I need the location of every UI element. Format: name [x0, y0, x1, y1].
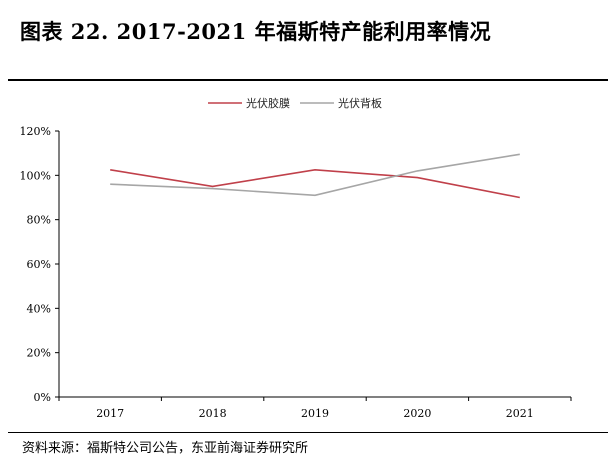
top-rule [8, 79, 608, 81]
y-tick-label: 120% [20, 125, 51, 138]
bottom-rule [8, 432, 608, 433]
series-line-2 [110, 153, 520, 197]
legend-label-2: 光伏背板 [338, 96, 382, 110]
x-tick-label: 2019 [301, 407, 329, 420]
y-tick-label: 80% [27, 214, 51, 227]
x-tick-label: 2017 [96, 407, 124, 420]
y-tick-label: 40% [27, 302, 51, 315]
series-line-1 [110, 168, 520, 199]
x-tick-label: 2021 [506, 407, 534, 420]
x-tick-label: 2020 [403, 407, 431, 420]
y-tick-label: 100% [20, 169, 51, 182]
legend-label-1: 光伏胶膜 [246, 96, 290, 110]
x-tick-label: 2018 [199, 407, 227, 420]
y-tick-label: 0% [34, 391, 51, 404]
y-tick-label: 20% [27, 347, 51, 360]
source-note: 资料来源：福斯特公司公告，东亚前海证券研究所 [22, 441, 309, 456]
y-tick-label: 60% [27, 258, 51, 271]
figure-title: 图表 22. 2017-2021 年福斯特产能利用率情况 [20, 19, 492, 44]
